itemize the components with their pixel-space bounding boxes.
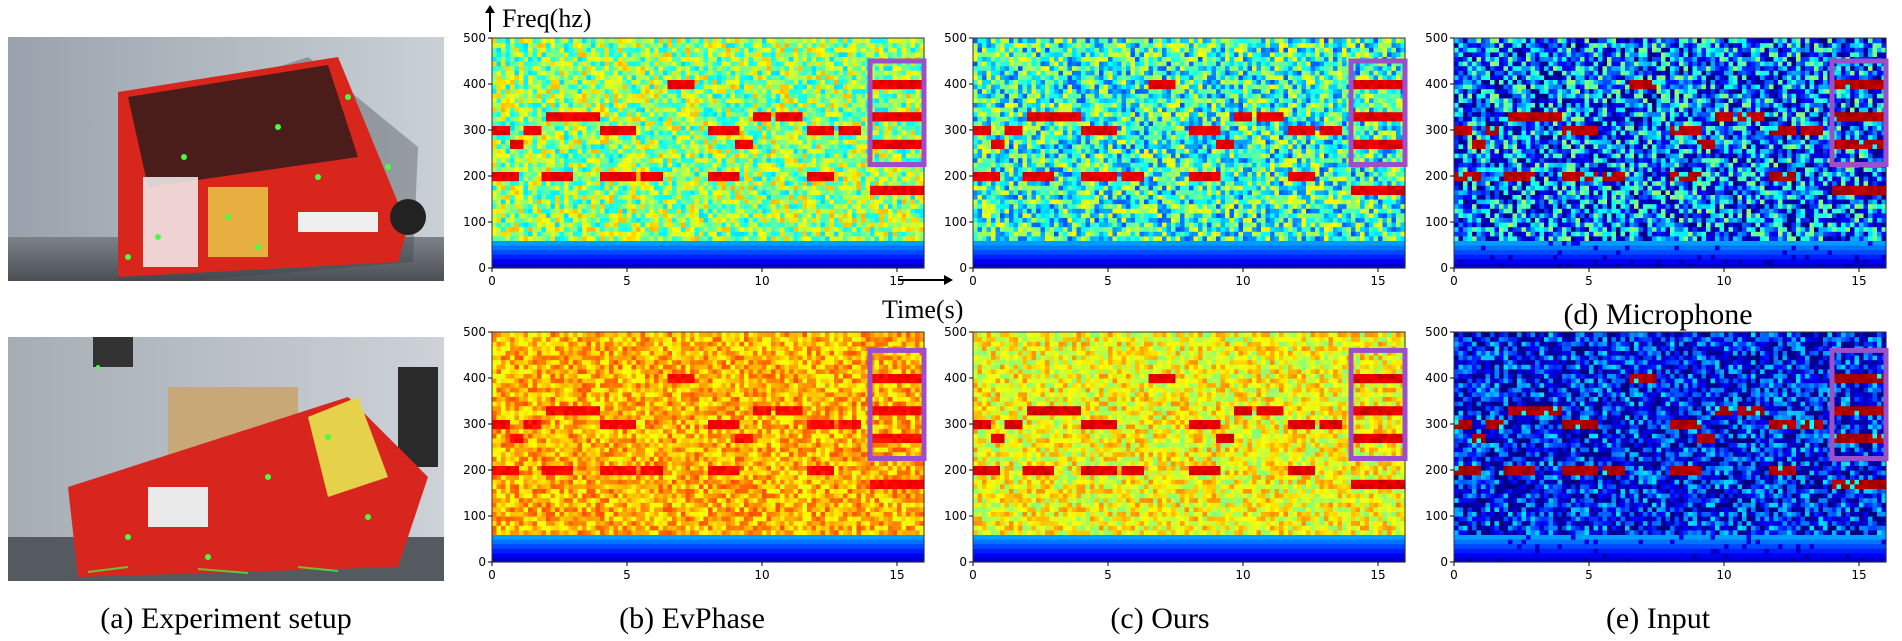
y-tick-label: 0 <box>959 261 967 275</box>
caption-ours: (c) Ours <box>1110 602 1209 636</box>
x-tick-label: 10 <box>1235 274 1250 288</box>
highlight-box <box>1348 58 1408 167</box>
caption-evphase: (b) EvPhase <box>619 602 765 636</box>
caption-microphone: (d) Microphone <box>1563 298 1752 332</box>
y-tick-label: 100 <box>463 509 486 523</box>
heatmap-cells <box>1454 332 1887 563</box>
x-tick-label: 5 <box>1585 274 1593 288</box>
y-tick-label: 400 <box>463 371 486 385</box>
spectrogram-ours-top: 0 100 200 300 400 500 0 5 10 15 <box>940 30 1415 290</box>
x-tick-label: 5 <box>623 568 631 582</box>
x-tick-label: 0 <box>1450 274 1458 288</box>
highlight-box <box>1829 347 1889 461</box>
highlight-box <box>1829 58 1889 167</box>
heatmap-cells <box>492 332 925 563</box>
experiment-photo-bottom <box>8 337 444 581</box>
experiment-photo-top <box>8 37 444 281</box>
y-tick-label: 300 <box>944 123 967 137</box>
x-tick-label: 10 <box>1716 274 1731 288</box>
x-tick-label: 15 <box>1370 568 1385 582</box>
x-tick-label: 0 <box>1450 568 1458 582</box>
y-tick-label: 500 <box>463 325 486 339</box>
x-tick-label: 5 <box>1104 274 1112 288</box>
x-tick-label: 15 <box>889 274 904 288</box>
spectrogram-evphase-top: 0 100 200 300 400 500 0 5 10 15 <box>459 30 934 290</box>
x-tick-label: 0 <box>969 568 977 582</box>
y-tick-label: 400 <box>1425 371 1448 385</box>
y-tick-label: 0 <box>478 555 486 569</box>
y-tick-label: 0 <box>1440 261 1448 275</box>
spectrogram-evphase-bottom: 0 100 200 300 400 500 0 5 10 15 <box>459 324 934 584</box>
freq-axis-label: Freq(hz) <box>502 4 592 34</box>
x-tick-label: 5 <box>1104 568 1112 582</box>
y-tick-label: 400 <box>944 77 967 91</box>
x-tick-label: 5 <box>1585 568 1593 582</box>
y-tick-label: 300 <box>944 417 967 431</box>
y-tick-label: 100 <box>1425 509 1448 523</box>
caption-experiment-setup: (a) Experiment setup <box>100 602 352 636</box>
y-tick-label: 200 <box>944 169 967 183</box>
y-tick-label: 300 <box>463 417 486 431</box>
y-tick-label: 100 <box>944 509 967 523</box>
y-tick-label: 500 <box>463 31 486 45</box>
y-tick-label: 400 <box>463 77 486 91</box>
y-tick-label: 300 <box>463 123 486 137</box>
y-tick-label: 200 <box>1425 463 1448 477</box>
x-tick-label: 15 <box>889 568 904 582</box>
time-axis-arrow <box>898 275 953 285</box>
spectrogram-ours-bottom: 0 100 200 300 400 500 0 5 10 15 <box>940 324 1415 584</box>
heatmap-cells <box>492 38 925 269</box>
x-tick-label: 0 <box>969 274 977 288</box>
heatmap-cells <box>973 38 1406 269</box>
y-tick-label: 400 <box>1425 77 1448 91</box>
y-tick-label: 500 <box>944 325 967 339</box>
y-tick-label: 0 <box>959 555 967 569</box>
spectrogram-microphone-top: 0 100 200 300 400 500 0 5 10 15 <box>1421 30 1896 290</box>
x-tick-label: 10 <box>1716 568 1731 582</box>
x-tick-label: 15 <box>1370 274 1385 288</box>
y-tick-label: 200 <box>463 169 486 183</box>
y-tick-label: 0 <box>478 261 486 275</box>
y-tick-label: 0 <box>1440 555 1448 569</box>
y-tick-label: 200 <box>1425 169 1448 183</box>
x-tick-label: 10 <box>754 568 769 582</box>
freq-axis-arrow <box>485 5 495 32</box>
y-tick-label: 200 <box>463 463 486 477</box>
y-tick-label: 500 <box>944 31 967 45</box>
y-tick-label: 100 <box>944 215 967 229</box>
y-tick-label: 100 <box>1425 215 1448 229</box>
x-tick-label: 10 <box>754 274 769 288</box>
highlight-box <box>867 347 927 461</box>
x-tick-label: 0 <box>488 274 496 288</box>
y-tick-label: 500 <box>1425 325 1448 339</box>
y-tick-label: 400 <box>944 371 967 385</box>
highlight-box <box>867 58 927 167</box>
x-tick-label: 10 <box>1235 568 1250 582</box>
y-tick-label: 300 <box>1425 123 1448 137</box>
highlight-box <box>1348 347 1408 461</box>
x-tick-label: 0 <box>488 568 496 582</box>
x-tick-label: 5 <box>623 274 631 288</box>
y-tick-label: 100 <box>463 215 486 229</box>
y-tick-label: 300 <box>1425 417 1448 431</box>
x-tick-label: 15 <box>1851 568 1866 582</box>
time-axis-label: Time(s) <box>882 295 963 325</box>
heatmap-cells <box>1454 38 1887 269</box>
y-tick-label: 500 <box>1425 31 1448 45</box>
spectrogram-input-bottom: 0 100 200 300 400 500 0 5 10 15 <box>1421 324 1896 584</box>
x-tick-label: 15 <box>1851 274 1866 288</box>
y-tick-label: 200 <box>944 463 967 477</box>
caption-input: (e) Input <box>1606 602 1710 636</box>
heatmap-cells <box>973 332 1406 563</box>
